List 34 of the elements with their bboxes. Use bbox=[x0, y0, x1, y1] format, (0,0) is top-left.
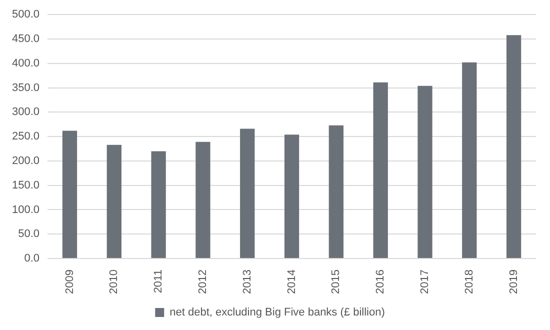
x-tick-label: 2011 bbox=[152, 270, 165, 294]
y-tick-label: 200.0 bbox=[12, 154, 40, 167]
y-tick-label: 150.0 bbox=[12, 179, 40, 192]
y-tick-label: 350.0 bbox=[12, 82, 40, 94]
y-tick-label: 450.0 bbox=[12, 33, 40, 46]
x-tick-label: 2014 bbox=[286, 270, 298, 294]
y-tick-label: 300.0 bbox=[12, 106, 40, 118]
y-tick-label: 400.0 bbox=[12, 57, 40, 70]
y-tick-label: 0.0 bbox=[24, 252, 40, 265]
y-tick-label: 50.0 bbox=[18, 228, 40, 240]
x-tick-label: 2012 bbox=[196, 270, 209, 294]
bar bbox=[284, 134, 300, 258]
bar bbox=[151, 151, 166, 258]
bar bbox=[462, 62, 477, 258]
x-tick-label: 2010 bbox=[108, 270, 120, 294]
x-tick-label: 2016 bbox=[374, 270, 387, 294]
x-tick-label: 2009 bbox=[64, 270, 76, 294]
bar bbox=[240, 128, 255, 258]
bar bbox=[418, 86, 432, 258]
bar bbox=[62, 130, 78, 258]
bar bbox=[506, 35, 522, 258]
legend-label: net debt, excluding Big Five banks (£ billion) bbox=[170, 306, 385, 319]
y-tick-label: 100.0 bbox=[12, 204, 40, 216]
y-tick-label: 250.0 bbox=[12, 130, 40, 143]
bar bbox=[373, 82, 388, 258]
bar bbox=[106, 144, 122, 258]
y-tick-label: 500.0 bbox=[12, 8, 40, 21]
x-tick-label: 2018 bbox=[463, 270, 476, 294]
x-tick-label: 2017 bbox=[419, 270, 432, 294]
x-tick-label: 2015 bbox=[330, 270, 342, 294]
bar bbox=[328, 125, 344, 258]
x-tick-label: 2019 bbox=[508, 270, 520, 294]
bar bbox=[196, 142, 210, 258]
x-tick-label: 2013 bbox=[241, 270, 254, 294]
